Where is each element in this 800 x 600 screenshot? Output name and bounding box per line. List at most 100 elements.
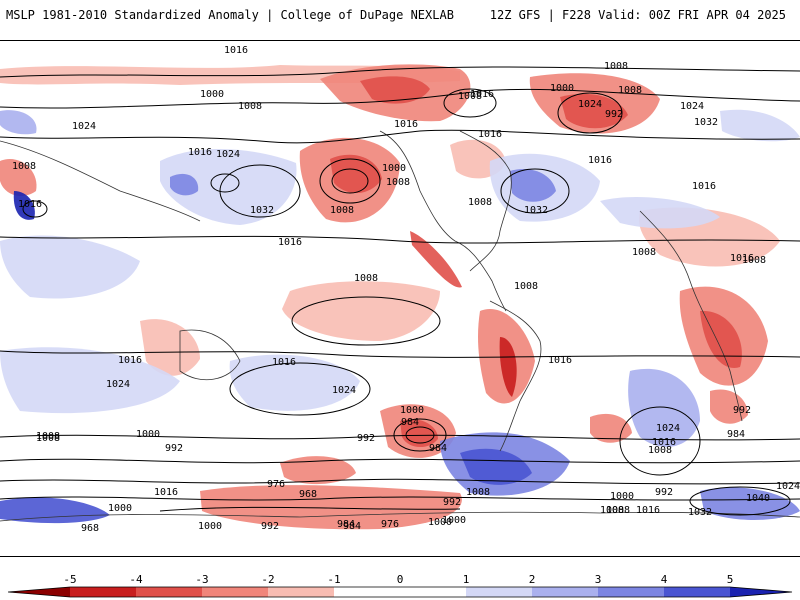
- andes-anomaly-core: [499, 337, 517, 397]
- isobar-label: 1016: [692, 181, 716, 192]
- north-pacific-high-core: [170, 173, 199, 196]
- isobar-label: 1016: [278, 237, 302, 248]
- isobar: [0, 434, 800, 441]
- australia-anomaly: [140, 319, 200, 376]
- isobar-label: 984: [343, 521, 361, 532]
- isobar-label: 1016: [730, 253, 754, 264]
- isobar-label: 1008: [648, 445, 672, 456]
- australia-coast: [179, 329, 241, 380]
- isobar-label: 1008: [742, 255, 766, 266]
- isobar-label: 1032: [250, 205, 274, 216]
- colorbar-swatch-n1: [268, 587, 334, 597]
- isobar-label: 1008: [632, 247, 656, 258]
- colorbar-tick-label: -4: [129, 573, 143, 586]
- isobar-label: 1008: [606, 505, 630, 516]
- colorbar-swatch-p2: [532, 587, 598, 597]
- isobar-label: 1008: [468, 197, 492, 208]
- isobar-label: 1032: [524, 205, 548, 216]
- colorbar-tick-label: 1: [463, 573, 470, 586]
- isobar-label: 992: [261, 521, 279, 532]
- isobar-label: 976: [381, 519, 399, 530]
- colorbar-tick-label: -5: [63, 573, 76, 586]
- greenland-low-core: [560, 93, 628, 129]
- antarctic-positive-east: [700, 487, 800, 520]
- isobar-label: 992: [165, 443, 183, 454]
- south-indian-high-anomaly: [628, 368, 700, 447]
- isobar: [159, 506, 461, 512]
- antarctic-negative-band: [200, 485, 462, 530]
- mexico-west-coast-anomaly: [410, 231, 462, 288]
- isobar-label: 1024: [578, 99, 602, 110]
- colorbar-tick-label: -1: [327, 573, 340, 586]
- isobars: [0, 66, 800, 516]
- isobar: [689, 486, 791, 516]
- arctic-low-core: [360, 76, 430, 104]
- isobar-label: 992: [357, 433, 375, 444]
- isobar: [0, 478, 800, 485]
- isobar-low: [319, 158, 381, 204]
- isobar: [0, 496, 800, 501]
- colorbar-outline: [7, 586, 793, 598]
- isobar-label: 1024: [776, 481, 800, 492]
- isobar-label: 976: [267, 479, 285, 490]
- isobar-label: 1000: [136, 429, 160, 440]
- isobar-label: 992: [733, 405, 751, 416]
- north-america-west-coast: [379, 130, 507, 312]
- isobar: [0, 66, 800, 78]
- colorbar-tick-label: 5: [727, 573, 734, 586]
- isobar-label: 1016: [470, 89, 494, 100]
- isobar-label: 1016: [588, 155, 612, 166]
- isobar: [0, 235, 800, 244]
- isobar-label: 984: [727, 429, 745, 440]
- isobar-label: 1016: [272, 357, 296, 368]
- isobar-label: 1000: [382, 163, 406, 174]
- colorbar-tick-label: 4: [661, 573, 668, 586]
- isobar-label: 1008: [36, 433, 60, 444]
- north-pacific-high-anomaly: [160, 148, 297, 225]
- header: MSLP 1981-2010 Standardized Anomaly | Co…: [0, 0, 800, 32]
- isobar-label: 1008: [330, 205, 354, 216]
- isobar-label: 1024: [106, 379, 130, 390]
- isobar-label: 984: [337, 519, 355, 530]
- colorbar-tick-label: 3: [595, 573, 602, 586]
- isobar-label: 1008: [466, 487, 490, 498]
- isobar-label: 1008: [514, 281, 538, 292]
- isobar: [619, 406, 701, 476]
- southern-ocean-low: [280, 456, 356, 485]
- colorbar: -5 -4 -3 -2 -1 0 1 2 3 4 5: [0, 572, 800, 600]
- isobar: [229, 362, 371, 416]
- isobar-label: 1000: [200, 89, 224, 100]
- east-asia-anomaly: [0, 159, 37, 196]
- isobar-label: 1032: [694, 117, 718, 128]
- colorbar-swatch-zero: [334, 587, 466, 597]
- isobar-low: [331, 168, 369, 194]
- isobar-label: 1032: [688, 507, 712, 518]
- isobar-label: 1008: [12, 161, 36, 172]
- south-america-coast: [489, 300, 542, 452]
- isobar: [0, 129, 800, 144]
- colorbar-tick-label: 0: [397, 573, 404, 586]
- isobar-label: 1016: [394, 119, 418, 130]
- isobar-label: 1000: [400, 405, 424, 416]
- southern-africa-core: [700, 310, 742, 368]
- indonesia-positive: [0, 235, 140, 299]
- isobar: [0, 88, 800, 109]
- isobar: [291, 296, 441, 346]
- colorbar-swatch-n4: [70, 587, 136, 597]
- drake-passage-high-core: [460, 448, 532, 485]
- isobar-label: 968: [81, 523, 99, 534]
- east-pacific-anomaly: [282, 281, 440, 341]
- isobar-label: 1016: [636, 505, 660, 516]
- isobar-low: [405, 426, 435, 444]
- south-indian-ocean-positive: [0, 347, 180, 414]
- colorbar-swatch-n3: [136, 587, 202, 597]
- isobar-label: 1016: [188, 147, 212, 158]
- south-indian-anomaly: [710, 389, 748, 424]
- isobar-label: 1000: [610, 491, 634, 502]
- colorbar-swatch-p3: [598, 587, 664, 597]
- isobar-high: [210, 173, 240, 193]
- isobar-label: 1024: [72, 121, 96, 132]
- north-america-east-coast: [459, 130, 512, 272]
